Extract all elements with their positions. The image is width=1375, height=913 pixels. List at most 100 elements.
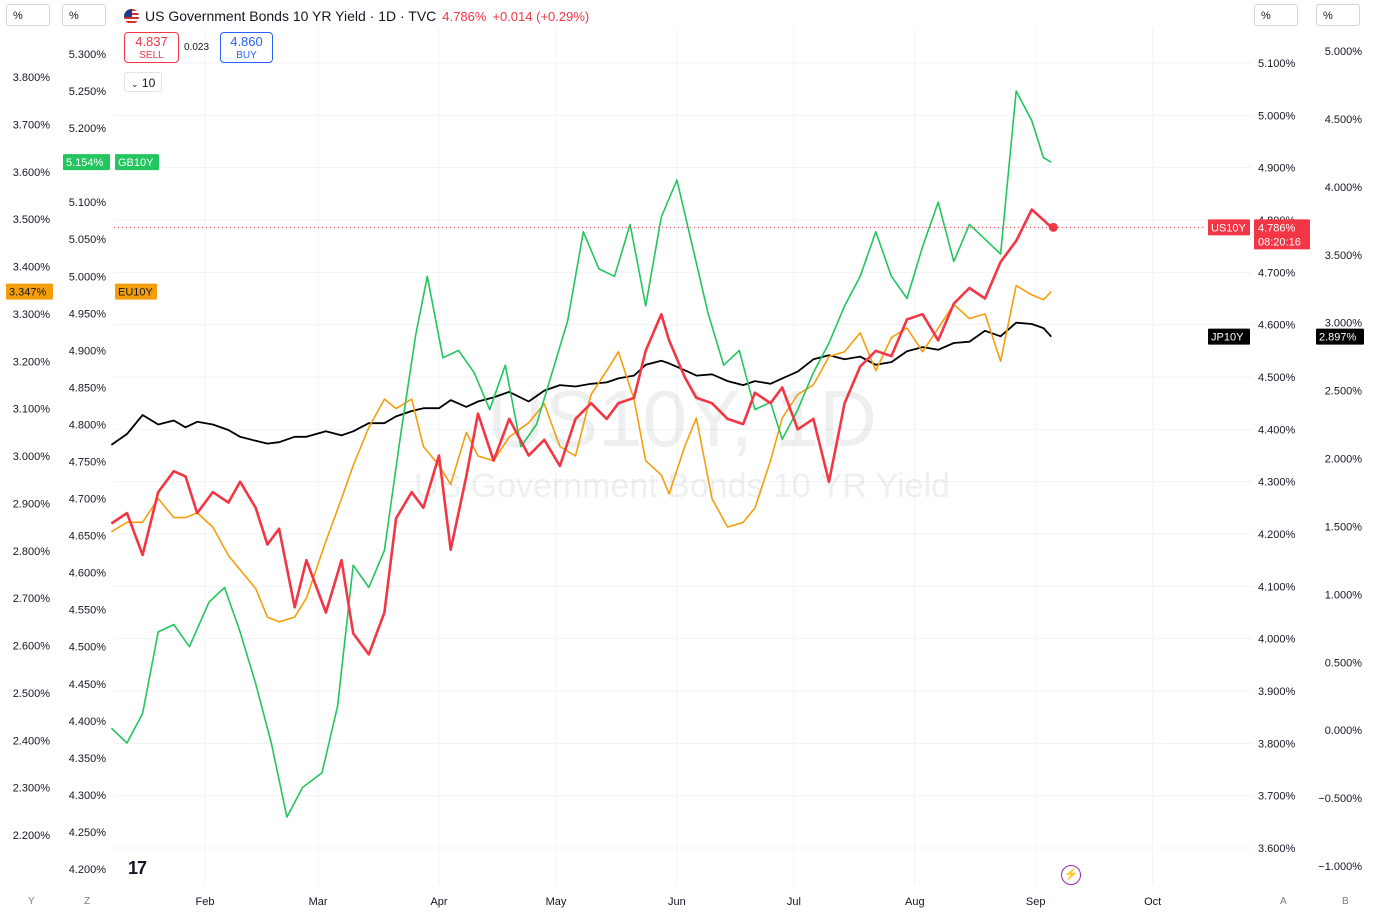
symbol-title[interactable]: US Government Bonds 10 YR Yield · 1D · T… [145,8,437,24]
buy-label: BUY [236,50,257,61]
y-tick-label: 3.000% [13,451,51,463]
corner-label-b[interactable]: B [1342,896,1349,907]
y-tick-label: 4.900% [1258,163,1296,175]
y-tick-label: 5.050% [69,234,107,246]
y-tick-label: 4.300% [69,790,107,802]
sell-button[interactable]: 4.837 SELL [124,32,179,63]
buy-price: 4.860 [230,34,263,49]
jp10y-axis-value-bg [1316,328,1364,345]
y-tick-label: 5.100% [69,197,107,209]
y-tick-label: 2.500% [1325,386,1363,398]
x-tick-label: Feb [196,896,215,908]
y-tick-label: 2.200% [13,830,51,842]
y-tick-label: 3.100% [13,404,51,416]
last-value: 4.786% [442,8,487,24]
y-tick-label: 3.200% [13,356,51,368]
y-tick-label: 2.800% [13,546,51,558]
y-tick-label: 3.700% [13,119,51,131]
sell-label: SELL [139,50,164,61]
y-tick-label: 2.400% [13,735,51,747]
far-right-scale-unit[interactable]: % [1316,4,1360,26]
x-tick-label: Oct [1144,896,1161,908]
y-tick-label: 2.700% [13,593,51,605]
y-tick-label: 5.200% [69,123,107,135]
price-change: +0.014 (+0.29%) [492,8,590,24]
y-tick-label: 4.450% [69,679,107,691]
y-tick-label: 4.500% [1325,114,1363,126]
y-tick-label: 4.700% [69,494,107,506]
eu10y-axis-value: 3.347% [9,287,47,299]
x-tick-label: Aug [905,896,925,908]
us-flag-icon [124,8,139,24]
y-tick-label: 4.950% [69,308,107,320]
y-tick-label: 0.500% [1325,657,1363,669]
y-tick-label: 4.600% [1258,320,1296,332]
y-tick-label: 0.000% [1325,725,1363,737]
y-tick-label: 4.900% [69,345,107,357]
lots-value: 10 [141,76,156,90]
y-tick-label: 5.250% [69,86,107,98]
watermark-name: US Government Bonds 10 YR Yield [414,467,950,505]
y-tick-label: 3.900% [1258,686,1296,698]
us10y-series-tag: US10Y [1211,222,1247,234]
y-tick-label: 3.600% [1258,843,1296,855]
y-tick-label: 5.100% [1258,58,1296,70]
us10y-axis-value: 4.786% [1258,222,1296,234]
left-scale-unit[interactable]: % [62,4,106,26]
y-tick-label: 5.300% [69,49,107,61]
jp10y-axis-value: 2.897% [1319,332,1357,344]
buy-button[interactable]: 4.860 BUY [220,32,273,63]
y-tick-label: −0.500% [1318,793,1362,805]
gb10y-axis-value-bg [63,154,110,171]
y-tick-label: 4.800% [69,419,107,431]
last-point-us10y [1048,222,1058,232]
x-tick-label: Apr [430,896,447,908]
corner-label-y[interactable]: Y [28,896,35,907]
eu10y-series-tag-bg [115,283,157,300]
y-tick-label: 4.300% [1258,477,1296,489]
y-tick-label: 4.250% [69,827,107,839]
x-tick-label: Jun [668,896,686,908]
y-tick-label: 4.000% [1325,182,1363,194]
y-tick-label: 4.700% [1258,267,1296,279]
y-tick-label: 3.300% [13,309,51,321]
spread-value: 0.023 [184,42,210,53]
eu10y-axis-value-bg [6,283,53,300]
y-tick-label: 4.400% [69,716,107,728]
y-tick-label: 4.200% [69,864,107,876]
y-tick-label: 3.700% [1258,791,1296,803]
y-tick-label: 2.500% [13,688,51,700]
y-tick-label: 4.400% [1258,424,1296,436]
watermark-symbol: US10Y, 1D [487,374,877,463]
right-scale-unit[interactable]: % [1254,4,1298,26]
y-tick-label: 4.100% [1258,581,1296,593]
y-tick-label: 2.600% [13,641,51,653]
y-tick-label: 4.650% [69,531,107,543]
eu10y-series-tag: EU10Y [118,287,154,299]
y-tick-label: 4.750% [69,457,107,469]
tradingview-logo[interactable]: 17 [128,858,147,878]
lightning-icon[interactable]: ⚡ [1061,865,1081,885]
y-tick-label: 3.800% [1258,738,1296,750]
corner-label-z[interactable]: Z [84,896,91,907]
y-tick-label: 4.200% [1258,529,1296,541]
y-tick-label: 3.500% [13,214,51,226]
y-tick-label: 3.600% [13,167,51,179]
x-tick-label: Mar [309,896,328,908]
jp10y-series-tag: JP10Y [1211,332,1244,344]
y-tick-label: 4.850% [69,382,107,394]
series-line-eu10y [110,284,1052,623]
y-tick-label: 4.000% [1258,634,1296,646]
gb10y-axis-value: 5.154% [66,157,104,169]
lots-dropdown[interactable]: ⌄ 10 [124,72,162,92]
y-tick-label: 4.350% [69,753,107,765]
y-tick-label: 3.800% [13,72,51,84]
y-tick-label: 4.500% [1258,372,1296,384]
chart-legend[interactable]: US Government Bonds 10 YR Yield · 1D · T… [124,6,589,26]
y-tick-label: 1.000% [1325,589,1363,601]
us10y-axis-bg [1254,219,1310,250]
gb10y-series-tag: GB10Y [118,157,154,169]
corner-label-a[interactable]: A [1280,896,1287,907]
far-left-scale-unit[interactable]: % [6,4,50,26]
